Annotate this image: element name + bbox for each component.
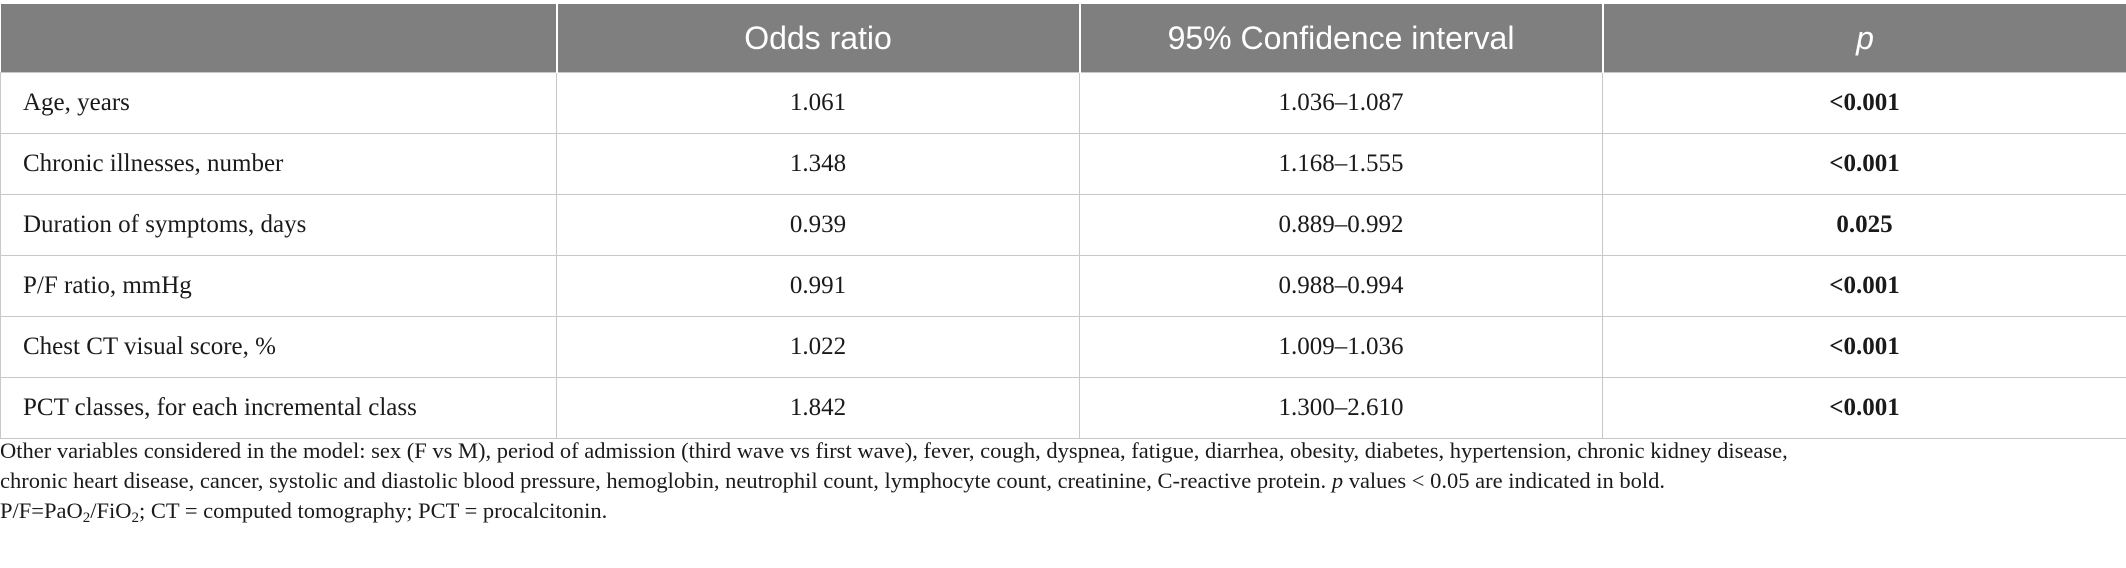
p-value-cell: <0.001 <box>1602 133 2126 195</box>
table-row: Chronic illnesses, number 1.348 1.168–1.… <box>0 133 2126 195</box>
confidence-interval-cell: 1.168–1.555 <box>1079 133 1603 195</box>
confidence-interval-cell: 1.036–1.087 <box>1079 72 1603 134</box>
footnote-other-variables-cont: chronic heart disease, cancer, systolic … <box>0 468 1332 493</box>
footnote-abbrev-rest: ; CT = computed tomography; PCT = procal… <box>138 498 608 523</box>
variable-cell: Age, years <box>0 72 557 134</box>
odds-ratio-cell: 0.991 <box>556 255 1080 317</box>
header-odds-ratio: Odds ratio <box>556 4 1081 73</box>
confidence-interval-cell: 1.300–2.610 <box>1079 377 1603 439</box>
variable-cell: Chronic illnesses, number <box>0 133 557 195</box>
header-confidence-interval: 95% Confidence interval <box>1079 4 1604 73</box>
table-row: PCT classes, for each incremental class … <box>0 377 2126 439</box>
table-footnotes: Other variables considered in the model:… <box>0 436 2120 526</box>
footnote-other-variables: Other variables considered in the model:… <box>0 438 1788 463</box>
odds-ratio-table: Odds ratio 95% Confidence interval p Age… <box>0 4 2126 439</box>
odds-ratio-table-container: Odds ratio 95% Confidence interval p Age… <box>0 4 2126 439</box>
p-value-cell: 0.025 <box>1602 194 2126 256</box>
footnote-subscript: 2 <box>82 510 91 526</box>
table-row: Duration of symptoms, days 0.939 0.889–0… <box>0 194 2126 256</box>
table-row: Chest CT visual score, % 1.022 1.009–1.0… <box>0 316 2126 378</box>
p-value-cell: <0.001 <box>1602 377 2126 439</box>
odds-ratio-cell: 1.022 <box>556 316 1080 378</box>
p-value-cell: <0.001 <box>1602 316 2126 378</box>
footnote-bold-note: values < 0.05 are indicated in bold. <box>1343 468 1666 493</box>
odds-ratio-cell: 1.842 <box>556 377 1080 439</box>
p-value-cell: <0.001 <box>1602 72 2126 134</box>
header-variable <box>0 4 558 73</box>
confidence-interval-cell: 0.988–0.994 <box>1079 255 1603 317</box>
odds-ratio-cell: 1.348 <box>556 133 1080 195</box>
table-header-row: Odds ratio 95% Confidence interval p <box>0 4 2126 73</box>
footnote-abbrev-fio: /FiO <box>90 498 132 523</box>
variable-cell: Duration of symptoms, days <box>0 194 557 256</box>
footnote-line-1: Other variables considered in the model:… <box>0 436 2120 466</box>
table-row: Age, years 1.061 1.036–1.087 <0.001 <box>0 72 2126 134</box>
footnote-line-2: chronic heart disease, cancer, systolic … <box>0 466 2120 496</box>
table-row: P/F ratio, mmHg 0.991 0.988–0.994 <0.001 <box>0 255 2126 317</box>
variable-cell: Chest CT visual score, % <box>0 316 557 378</box>
footnote-subscript: 2 <box>131 510 139 526</box>
odds-ratio-cell: 0.939 <box>556 194 1080 256</box>
confidence-interval-cell: 1.009–1.036 <box>1079 316 1603 378</box>
confidence-interval-cell: 0.889–0.992 <box>1079 194 1603 256</box>
variable-cell: P/F ratio, mmHg <box>0 255 557 317</box>
odds-ratio-cell: 1.061 <box>556 72 1080 134</box>
footnote-p-symbol: p <box>1331 468 1344 493</box>
p-value-cell: <0.001 <box>1602 255 2126 317</box>
variable-cell: PCT classes, for each incremental class <box>0 377 557 439</box>
footnote-abbrev-pf: P/F=PaO <box>0 498 83 523</box>
footnote-line-3: P/F=PaO2/FiO2; CT = computed tomography;… <box>0 496 2120 526</box>
header-p-value: p <box>1602 4 2126 73</box>
